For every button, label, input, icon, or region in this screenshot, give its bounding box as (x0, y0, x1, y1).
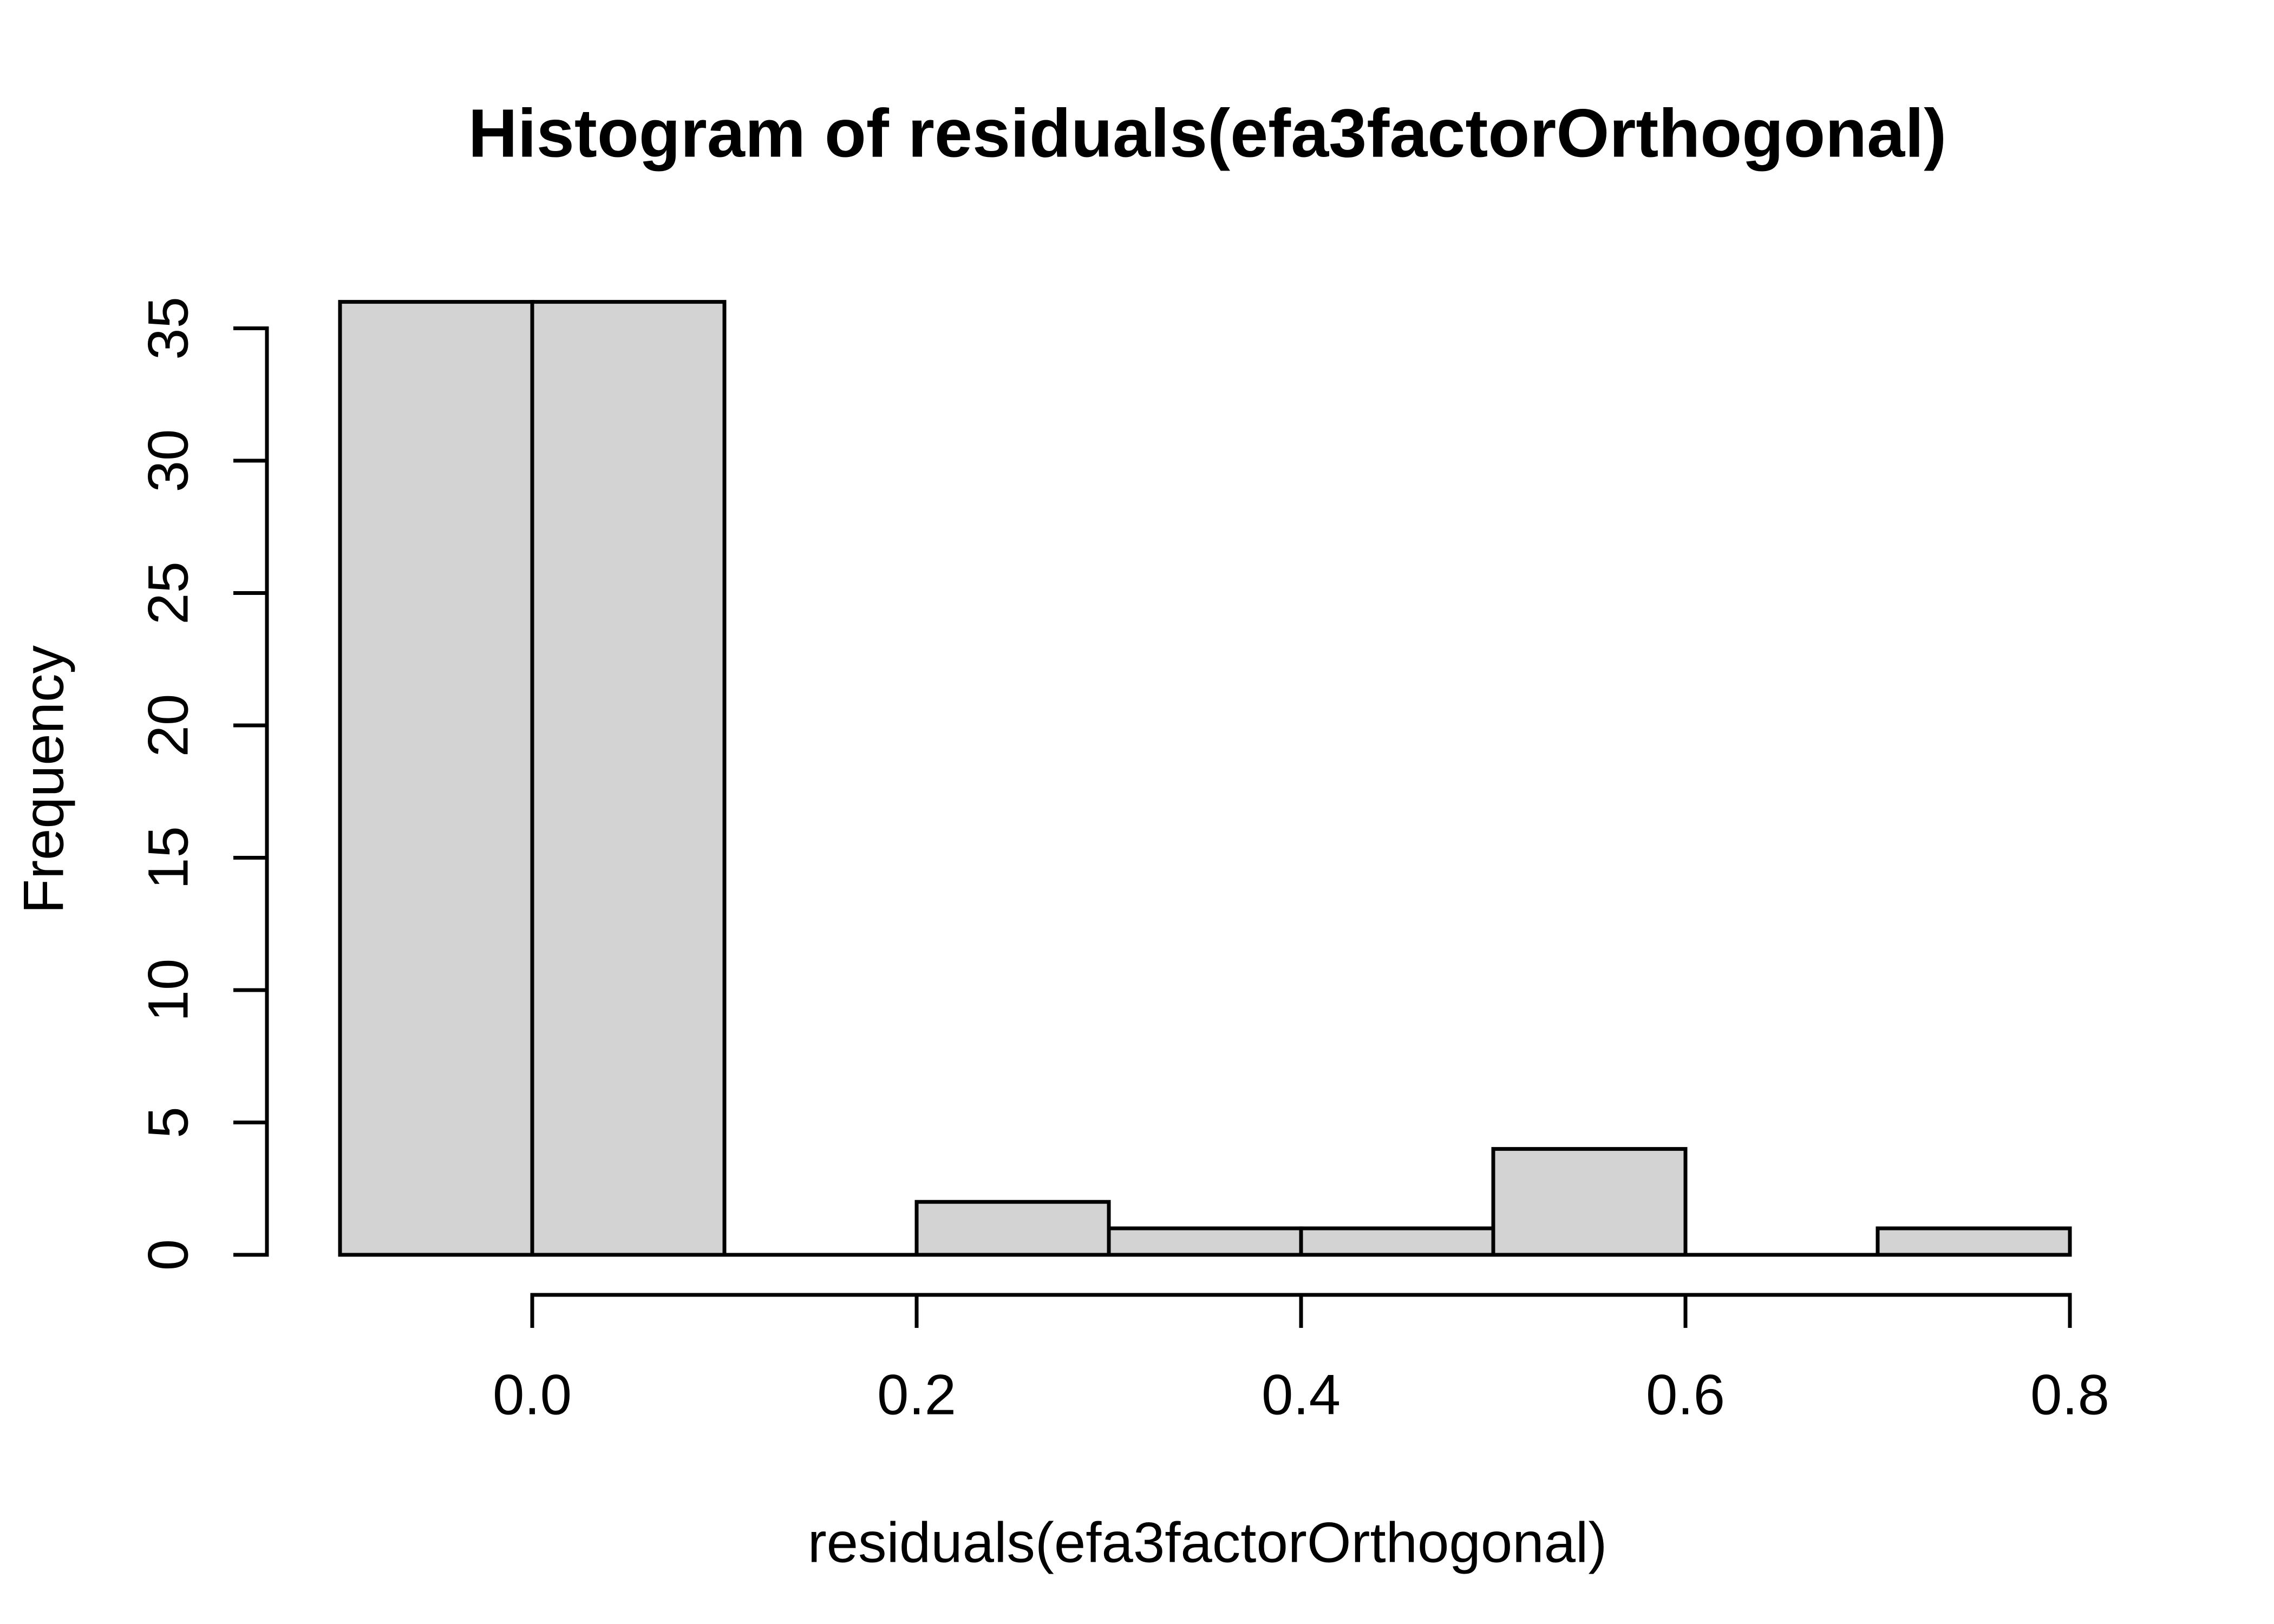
y-axis-tick-label: 25 (137, 561, 200, 625)
x-axis-tick-label: 0.8 (2030, 1364, 2109, 1427)
histogram-bar (1491, 1147, 1688, 1257)
histogram-bar (1299, 1226, 1495, 1257)
y-axis-tick-label: 30 (137, 429, 200, 493)
chart-title: Histogram of residuals(efa3factorOrthogo… (468, 95, 1946, 172)
y-axis-tick-label: 0 (137, 1239, 200, 1271)
x-axis-tick-label: 0.6 (1646, 1364, 1725, 1427)
x-axis-tick-label: 0.0 (493, 1364, 572, 1427)
y-axis-tick-label: 35 (137, 297, 200, 360)
y-axis-title: Frequency (12, 645, 76, 914)
histogram-bar (530, 300, 727, 1257)
histogram-bar (914, 1200, 1111, 1257)
histogram-bar (338, 300, 534, 1257)
histogram-bars (338, 300, 2072, 1257)
x-axis: 0.0 0.2 0.4 0.6 0.8 (493, 1293, 2109, 1427)
x-axis-tick-label: 0.4 (1262, 1364, 1341, 1427)
y-axis-tick-label: 20 (137, 694, 200, 757)
y-axis: 0 5 10 15 20 25 30 35 (137, 297, 269, 1271)
x-axis-tick-label: 0.2 (877, 1364, 956, 1427)
histogram-bar (1876, 1226, 2072, 1257)
x-axis-title: residuals(efa3factorOrthogonal) (808, 1511, 1608, 1575)
y-axis-tick-label: 5 (137, 1106, 200, 1138)
histogram-bar (1107, 1226, 1303, 1257)
y-axis-tick-label: 10 (137, 959, 200, 1022)
y-axis-tick-label: 15 (137, 826, 200, 889)
